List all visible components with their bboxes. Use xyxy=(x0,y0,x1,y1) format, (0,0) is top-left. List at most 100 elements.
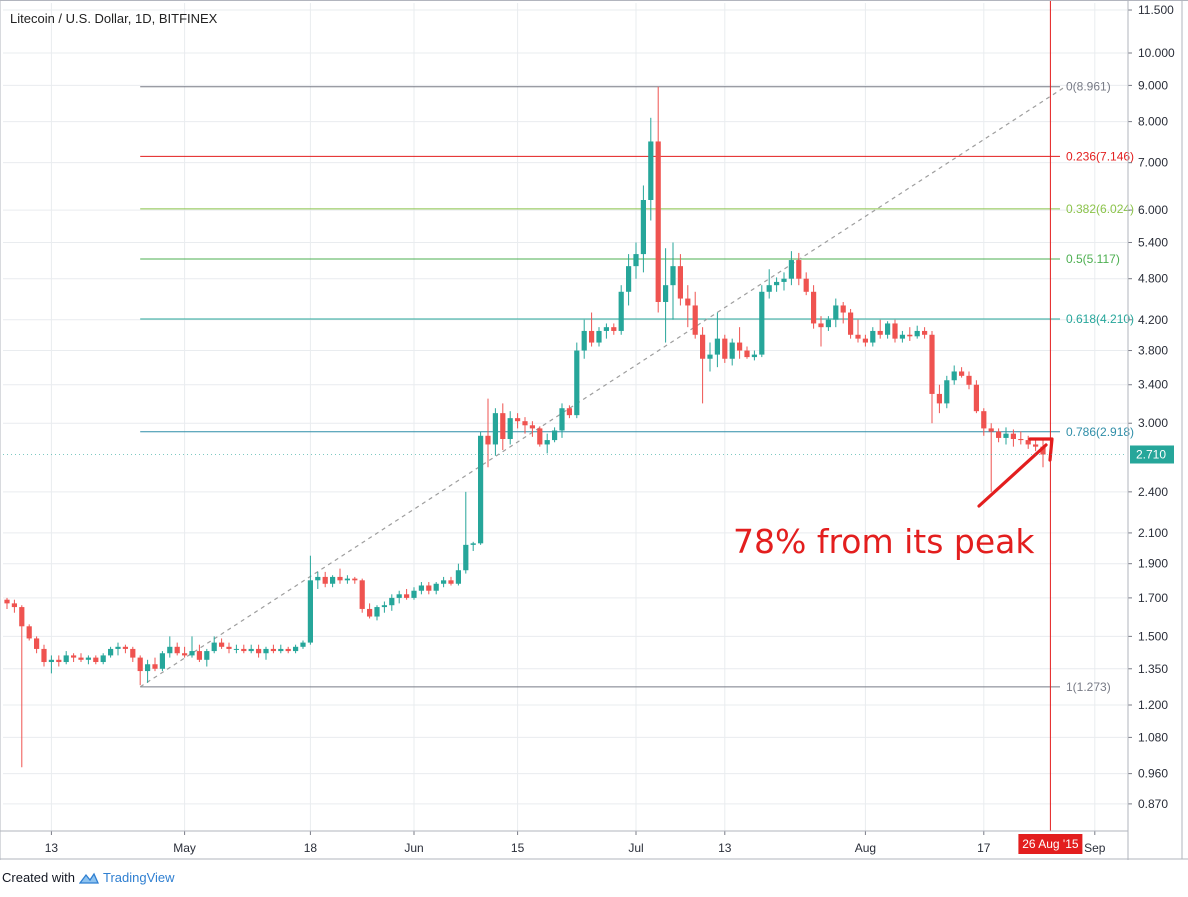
candle-body xyxy=(914,330,920,337)
candle-body xyxy=(744,350,750,358)
candle xyxy=(663,248,669,343)
candle xyxy=(418,582,424,595)
candle-body xyxy=(855,334,861,339)
candle xyxy=(759,285,765,358)
candle xyxy=(796,252,802,286)
candle xyxy=(833,298,839,328)
y-tick-label: 3.000 xyxy=(1138,416,1168,430)
candle-body xyxy=(663,285,669,302)
candle xyxy=(367,603,373,619)
candle xyxy=(285,646,291,654)
candle xyxy=(11,599,17,613)
candle xyxy=(633,242,639,279)
candle xyxy=(19,605,25,768)
candle xyxy=(507,411,513,445)
candle-body xyxy=(145,664,151,672)
candle xyxy=(344,575,350,584)
candle xyxy=(996,428,1002,443)
candle xyxy=(707,342,713,372)
axes: 11.500 10.000 9.000 8.000 7.000 6.000 5.400 4.8… xyxy=(0,0,1188,860)
fib-trend-line xyxy=(139,86,1066,688)
candle-body xyxy=(492,413,498,445)
candle-body xyxy=(552,430,558,441)
candle xyxy=(1003,427,1009,445)
candle-body xyxy=(485,435,491,445)
candle xyxy=(855,319,861,343)
candle xyxy=(929,330,935,424)
candle-body xyxy=(219,642,225,647)
candle-body xyxy=(929,334,935,394)
candle-body xyxy=(41,648,47,663)
candle xyxy=(611,323,617,335)
candle-body xyxy=(389,597,395,606)
candle xyxy=(34,636,40,654)
candle-body xyxy=(278,648,284,652)
candle-body xyxy=(418,585,424,591)
candle-body xyxy=(677,266,683,299)
candle-body xyxy=(248,648,254,652)
x-tick-label: Jul xyxy=(628,841,643,855)
candle-body xyxy=(655,141,661,302)
y-tick-label: 1.350 xyxy=(1138,662,1168,676)
candle xyxy=(522,417,528,434)
candle xyxy=(492,408,498,456)
candle xyxy=(189,636,195,658)
fib-level-label: 0.236(7.146) xyxy=(1066,149,1134,163)
candle-body xyxy=(640,200,646,255)
candle xyxy=(840,301,846,324)
candle xyxy=(233,644,239,654)
candle xyxy=(648,117,654,221)
candle-body xyxy=(803,278,809,292)
candle xyxy=(537,426,543,447)
candle-body xyxy=(589,330,595,343)
candle-body xyxy=(611,327,617,331)
y-tick-label: 5.400 xyxy=(1138,235,1168,249)
y-tick-label: 6.000 xyxy=(1138,203,1168,217)
candle-body xyxy=(500,413,506,440)
candle-body xyxy=(544,440,550,445)
last-price-badge xyxy=(1130,445,1174,464)
candle-body xyxy=(944,380,950,404)
candle xyxy=(692,291,698,339)
y-tick-label: 2.400 xyxy=(1138,485,1168,499)
candle xyxy=(818,316,824,347)
candle xyxy=(877,319,883,339)
candle-body xyxy=(233,648,239,650)
candle xyxy=(781,272,787,291)
candle-body xyxy=(174,646,180,654)
candle xyxy=(396,590,402,604)
candle-body xyxy=(34,638,40,649)
candle-body xyxy=(330,576,336,584)
tradingview-link[interactable]: TradingView xyxy=(102,870,175,885)
candle-body xyxy=(307,580,313,643)
candle xyxy=(48,655,54,674)
y-tick-label: 1.900 xyxy=(1138,557,1168,571)
y-tick-label: 3.800 xyxy=(1138,344,1168,358)
candle xyxy=(56,655,62,667)
candle-body xyxy=(85,657,91,660)
candle-body xyxy=(196,651,202,660)
candle-body xyxy=(559,408,565,431)
candle-body xyxy=(936,393,942,404)
candle-body xyxy=(603,327,609,331)
y-tick-label: 7.000 xyxy=(1138,156,1168,170)
date-marker-label: 26 Aug '15 xyxy=(1022,837,1079,851)
candle xyxy=(337,568,343,584)
candle xyxy=(256,644,262,658)
candle xyxy=(426,582,432,595)
candle-body xyxy=(270,648,276,652)
annotation-arrow-head xyxy=(1028,437,1054,462)
candle-body xyxy=(825,319,831,328)
fib-level-label: 0(8.961) xyxy=(1066,80,1111,94)
candle-body xyxy=(596,330,602,343)
candle-body xyxy=(11,603,17,608)
candle xyxy=(78,653,84,663)
candle xyxy=(463,491,469,574)
candle xyxy=(145,659,151,683)
y-tick-label: 1.500 xyxy=(1138,629,1168,643)
candle-body xyxy=(137,657,143,672)
candle-body xyxy=(714,338,720,355)
candle-body xyxy=(404,594,410,598)
candle xyxy=(744,346,750,359)
